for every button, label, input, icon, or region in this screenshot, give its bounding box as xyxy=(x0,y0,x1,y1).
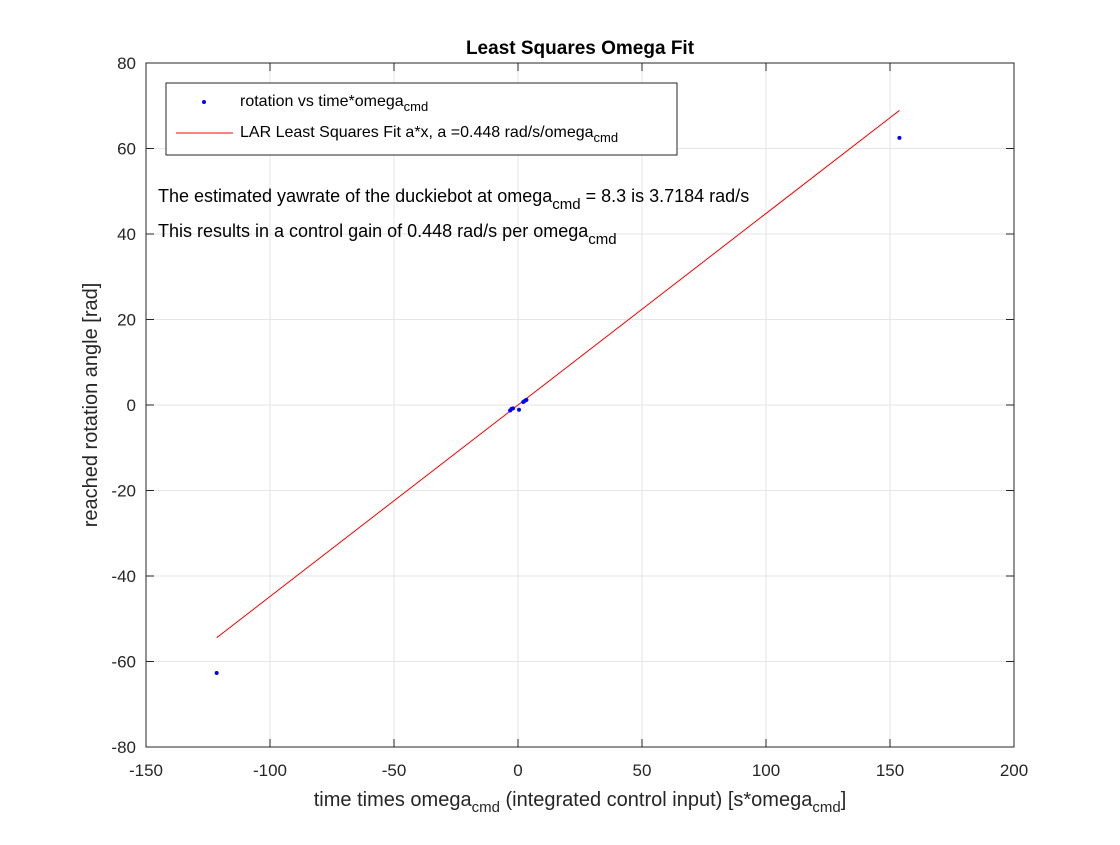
x-axis-label: time times omegacmd (integrated control … xyxy=(314,789,847,816)
x-axis-label-sub2: cmd xyxy=(812,799,840,816)
y-tick-label: 0 xyxy=(127,396,136,415)
annotation-gain-before: This results in a control gain of 0.448 … xyxy=(158,221,589,241)
annotation-yawrate: The estimated yawrate of the duckiebot a… xyxy=(158,186,749,213)
x-tick-label: 0 xyxy=(513,761,522,780)
y-tick-label: 60 xyxy=(117,140,136,159)
x-tick-label: 100 xyxy=(752,761,780,780)
x-tick-label: -150 xyxy=(129,761,163,780)
y-tick-label: -20 xyxy=(111,482,136,501)
x-tick-label: 50 xyxy=(633,761,652,780)
legend-entry-fit: LAR Least Squares Fit a*x, a =0.448 rad/… xyxy=(240,124,618,145)
x-axis-label-main: time times omega xyxy=(314,789,473,811)
data-point xyxy=(214,671,219,676)
scatter-points-group xyxy=(214,135,902,676)
data-point xyxy=(524,397,529,402)
y-tick-label: 80 xyxy=(117,54,136,73)
fit-line xyxy=(216,110,900,639)
x-tick-label: -100 xyxy=(253,761,287,780)
ticks xyxy=(145,62,1015,748)
annotation-yawrate-sub: cmd xyxy=(552,196,580,213)
legend-entry-fit-sub: cmd xyxy=(594,130,619,145)
data-point xyxy=(897,135,902,140)
x-tick-label: -50 xyxy=(382,761,407,780)
legend-marker-scatter xyxy=(202,100,206,104)
y-tick-label: -60 xyxy=(111,653,136,672)
legend-entry-scatter-sub: cmd xyxy=(404,99,429,114)
y-tick-label: 40 xyxy=(117,225,136,244)
legend-entry-fit-text: LAR Least Squares Fit a*x, a =0.448 rad/… xyxy=(240,124,594,141)
x-tick-label: 150 xyxy=(876,761,904,780)
legend-box xyxy=(165,82,678,156)
annotation-gain: This results in a control gain of 0.448 … xyxy=(158,221,617,248)
x-axis-label-end: ] xyxy=(841,789,847,811)
y-axis-label: reached rotation angle [rad] xyxy=(80,283,102,528)
annotation-gain-sub: cmd xyxy=(588,231,616,248)
fit-line-group xyxy=(216,110,900,639)
y-tick-label: -40 xyxy=(111,567,136,586)
data-point xyxy=(516,407,521,412)
y-tick-label: 20 xyxy=(117,311,136,330)
annotation-yawrate-before: The estimated yawrate of the duckiebot a… xyxy=(158,186,553,206)
legend-entry-scatter-text: rotation vs time*omega xyxy=(240,93,404,110)
annotation-yawrate-after: = 8.3 is 3.7184 rad/s xyxy=(581,186,750,206)
chart-title: Least Squares Omega Fit xyxy=(466,38,695,59)
tick-labels: -150 -100 -50 0 50 100 150 200 -80 -60 -40 -20 0 20 40… xyxy=(111,54,1028,780)
legend: rotation vs time*omegacmd LAR Least Squa… xyxy=(165,82,678,156)
x-axis-label-sub: cmd xyxy=(472,799,500,816)
x-tick-label: 200 xyxy=(1000,761,1028,780)
data-point xyxy=(511,406,516,411)
y-tick-label: -80 xyxy=(111,738,136,757)
legend-entry-scatter: rotation vs time*omegacmd xyxy=(240,93,428,114)
x-axis-label-rest: (integrated control input) [s*omega xyxy=(500,789,813,811)
